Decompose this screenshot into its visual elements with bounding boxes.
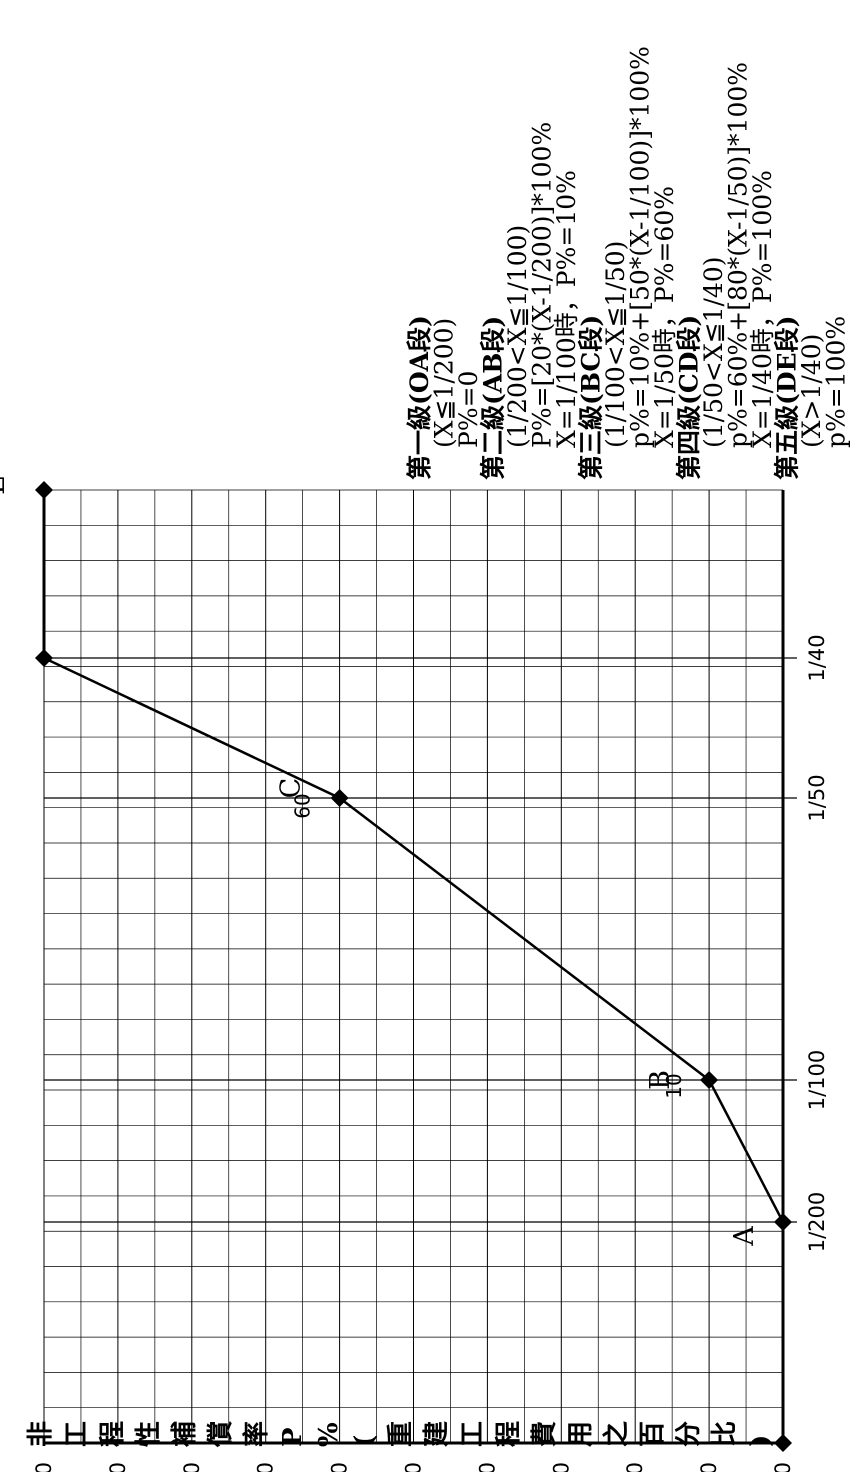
point-marker-o [774,1434,792,1452]
y-axis-title-char: % [314,1422,344,1447]
y-axis-title-char: 程 [98,1421,128,1447]
legend-line: P%=0 [454,371,483,448]
y-axis-title: 非工程性補償率 P%(重建工程費用之百分比) [26,1421,776,1448]
ratio-tick-label: 1/40 [805,634,829,681]
y-axis-title-char: 性 [134,1421,164,1447]
legend-line: P%=[20*(X-1/200)]*100% [528,122,557,448]
legend-line: 第三級(BC段) [577,315,606,480]
ratio-tick-label: 1/100 [805,1050,829,1111]
y-axis-title-char: 之 [601,1421,632,1447]
legend-line: X=1/40時，P%=100% [748,170,777,448]
point-marker-a [774,1213,792,1231]
y-axis-title-char: P [278,1427,308,1447]
value-tick-label: 40 [475,1462,499,1472]
y-axis-title-char: 重 [386,1421,416,1447]
legend-line: p%=60%+[80*(X-1/50)]*100% [724,62,753,448]
point-marker-b [700,1071,719,1089]
chart-labels: 0 10 20 30 40 50 60 70 80 90 100 1/200 1/100 1/50 1/40… [0,475,829,1472]
point-value-label: 100 [0,661,3,699]
value-tick-label: 0 [771,1462,795,1472]
legend-line: 第五級(DE段) [773,316,802,480]
y-axis-title-char: 用 [566,1421,596,1447]
point-label-c: C [276,778,307,799]
ratio-tick-label: 1/200 [805,1192,829,1253]
legend-line: 第一級(OA段) [405,315,434,480]
point-label-e: E [0,475,11,495]
y-axis-title-char: 工 [458,1421,488,1447]
legend-line: X=1/50時，P%=60% [650,186,679,448]
y-axis-title-char: 工 [62,1421,92,1447]
value-tick-label: 70 [254,1462,278,1472]
legend-line: p%=10%+[50*(X-1/100)]*100% [626,46,655,448]
point-marker-e [35,481,53,499]
legend-line: X=1/100時，P%=10% [552,170,581,448]
legend-line: (X≦1/200) [430,318,459,448]
point-marker-d [35,649,53,667]
chart-marks [35,481,792,1452]
y-axis-title-char: 百 [638,1421,668,1447]
y-axis-title-char: 建 [422,1421,452,1447]
y-axis-title-char: 補 [170,1421,200,1448]
point-label-b: B [645,1070,676,1090]
legend-line: (1/200<X≦1/100) [503,225,532,448]
point-marker-c [330,789,349,807]
legend-line: 第四級(CD段) [675,315,704,480]
legend-line: (1/100<X≦1/50) [601,241,630,448]
point-label-a: A [729,1226,760,1247]
y-axis-title-char: 程 [494,1421,524,1447]
y-axis-title-char: 費 [530,1421,560,1447]
legend-line: (1/50<X≦1/40) [699,257,728,448]
y-axis-title-char: 率 [241,1421,272,1447]
value-tick-label: 30 [549,1462,573,1472]
point-value-label: 60 [291,793,315,818]
formula-legend: 第一級(OA段)(X≦1/200)P%=0第二級(AB段)(1/200<X≦1/… [405,46,851,480]
point-value-label: 10 [662,1073,686,1098]
legend-line: (X>1/40) [797,334,826,448]
legend-line: 第二級(AB段) [479,316,508,480]
value-tick-label: 100 [32,1462,56,1472]
plot-area [42,489,797,1445]
y-axis-title-char: 分 [674,1421,704,1447]
value-tick-label: 50 [402,1462,426,1472]
value-tick-label: 20 [623,1462,647,1472]
compensation-series-line [42,490,785,1443]
y-axis-title-char: ) [746,1435,776,1447]
y-axis-title-char: 償 [206,1421,236,1448]
value-tick-label: 80 [180,1462,204,1472]
y-axis-title-char: 非 [26,1421,56,1447]
y-axis-title-char: ( [350,1435,380,1447]
legend-line: p%=100% [822,316,851,448]
ratio-tick-label: 1/50 [805,774,829,821]
value-tick-label: 90 [106,1462,130,1472]
value-tick-label: 60 [328,1462,352,1472]
value-tick-label: 10 [697,1462,721,1472]
y-axis-title-char: 比 [710,1421,740,1447]
